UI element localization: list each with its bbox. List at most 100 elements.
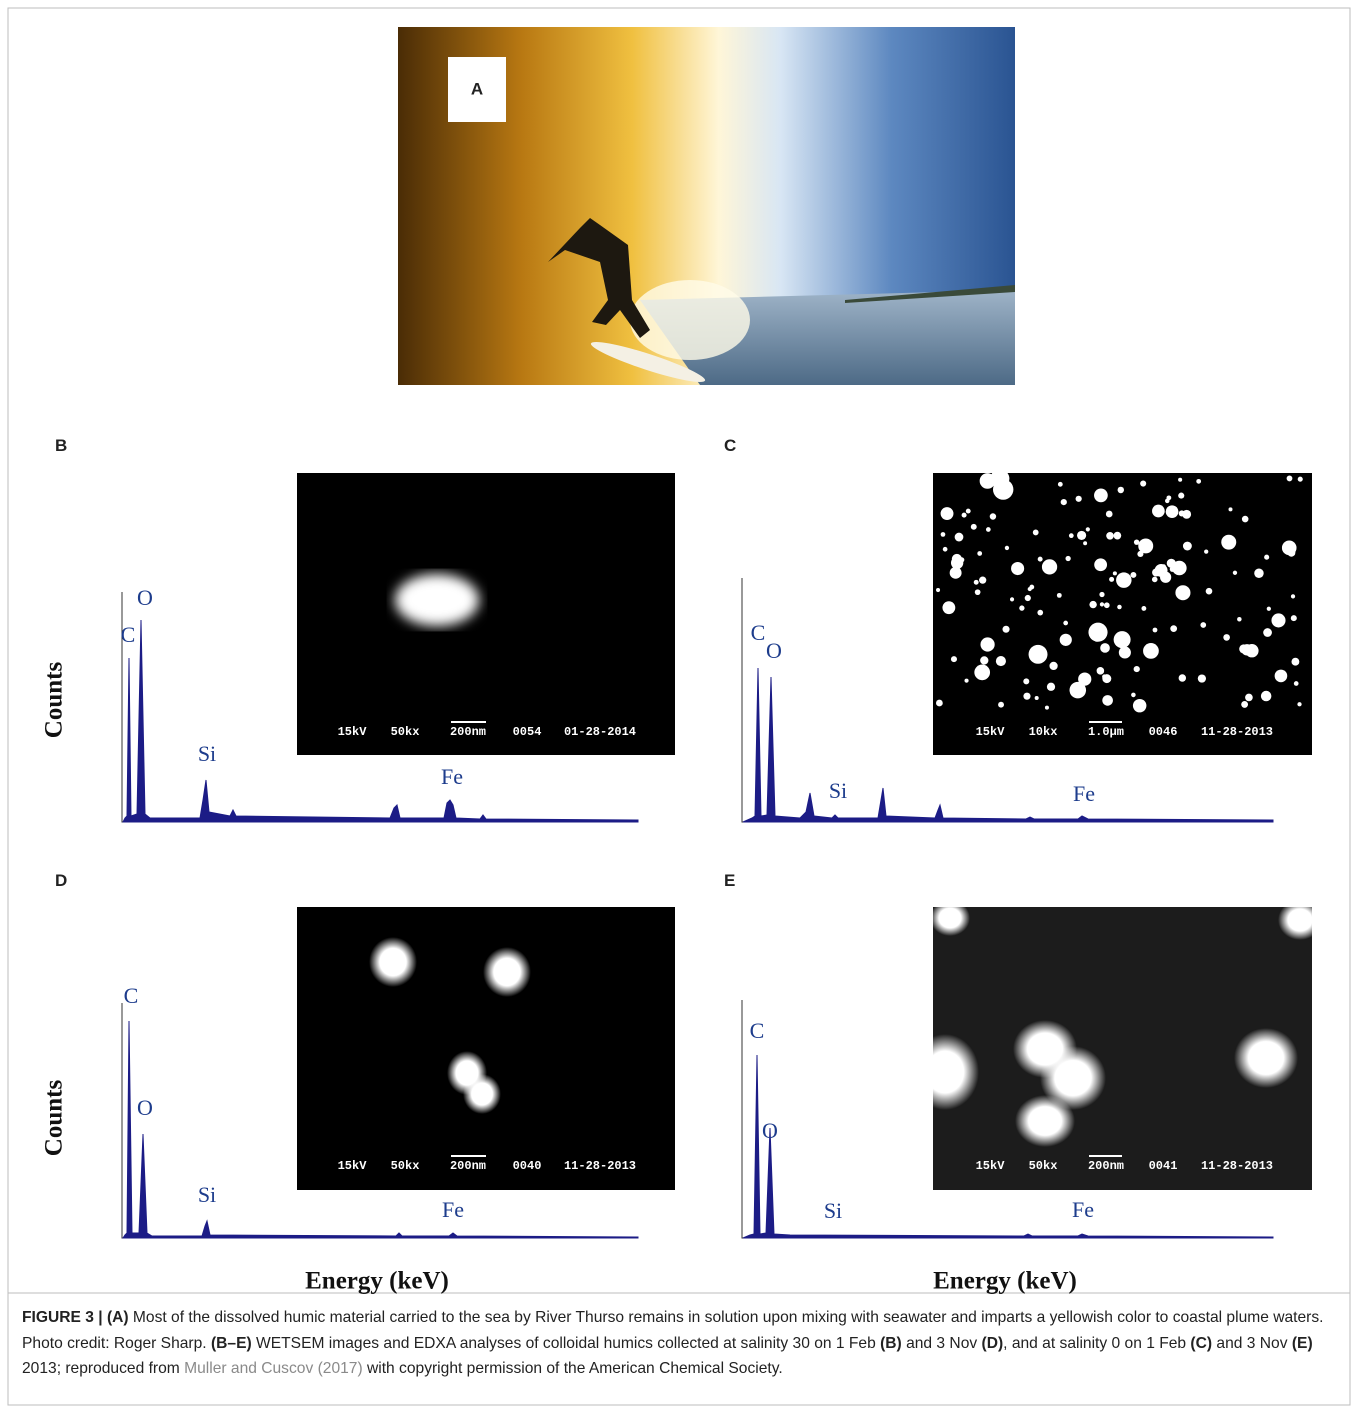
particle: [1049, 662, 1057, 670]
inset-caption: 11-28-2013: [564, 1159, 636, 1173]
x-axis-label: Energy (keV): [933, 1268, 1077, 1295]
particle: [1200, 622, 1206, 628]
particle: [1086, 527, 1090, 531]
particle: [977, 551, 982, 556]
particle: [1130, 572, 1136, 578]
particle: [943, 547, 948, 552]
photo-label: A: [471, 79, 483, 98]
particle: [980, 473, 996, 489]
caption-text: (B): [880, 1335, 902, 1352]
peak-label: C: [750, 1018, 765, 1043]
inset-caption: 0040: [513, 1159, 542, 1173]
micrograph: [933, 473, 1312, 755]
inset-caption: 50kx: [391, 725, 420, 739]
particle: [980, 637, 994, 651]
particle: [942, 601, 955, 614]
particle: [1263, 628, 1272, 637]
inset-caption: 0046: [1149, 725, 1178, 739]
caption-text: (B–E): [211, 1335, 252, 1352]
particle: [1089, 601, 1096, 608]
particle: [1045, 706, 1049, 710]
caption-text: WETSEM images and EDXA analyses of collo…: [252, 1335, 880, 1352]
particle: [1065, 556, 1070, 561]
particle: [1057, 593, 1062, 598]
particle: [974, 665, 990, 681]
particle: [1100, 643, 1110, 653]
particle: [1094, 637, 1099, 642]
particle: [1170, 566, 1175, 571]
particle: [1114, 631, 1131, 648]
particle: [1165, 499, 1169, 503]
particle: [1287, 476, 1293, 482]
inset-caption: 01-28-2014: [564, 725, 636, 739]
particle: [1106, 532, 1114, 540]
particle: [1131, 693, 1136, 698]
caption-text: (E): [1292, 1335, 1313, 1352]
particle: [1011, 562, 1024, 575]
panel: E C O Si Fe Energy (keV) 15kV 50kx 200nm…: [724, 871, 1322, 1295]
peak-label: Si: [198, 1182, 216, 1207]
particle: [1058, 482, 1063, 487]
particle: [1083, 541, 1087, 545]
particle: [1116, 572, 1131, 587]
particle: [1141, 606, 1146, 611]
y-axis-label: Counts: [41, 1080, 68, 1157]
inset-caption: 10kx: [1029, 725, 1058, 739]
particle: [1025, 595, 1031, 601]
particle: [1162, 564, 1166, 568]
caption-text: and 3 Nov: [1212, 1335, 1292, 1352]
particle: [952, 554, 962, 564]
caption-text: and 3 Nov: [902, 1335, 982, 1352]
inset-caption: 11-28-2013: [1201, 725, 1273, 739]
particle: [1223, 634, 1230, 641]
panel-label: C: [724, 436, 736, 455]
figure: A B Counts C O Si Fe 15kV 50kx 200nm 005…: [0, 0, 1358, 1413]
caption-text: FIGURE 3 | (A): [22, 1309, 129, 1326]
particle: [1241, 644, 1252, 655]
particle: [1028, 587, 1032, 591]
particle: [1160, 572, 1171, 583]
particle: [1119, 646, 1131, 658]
particle: [1134, 666, 1140, 672]
particle: [1042, 559, 1057, 574]
peak-label: O: [137, 1095, 153, 1120]
page: A B Counts C O Si Fe 15kV 50kx 200nm 005…: [0, 0, 1358, 1413]
particle: [996, 656, 1006, 666]
particle: [1221, 535, 1236, 550]
x-axis-label: Energy (keV): [305, 1268, 449, 1295]
inset-caption: 15kV: [976, 725, 1006, 739]
particle: [1063, 621, 1068, 626]
particle: [1261, 691, 1272, 702]
y-axis-label: Counts: [41, 662, 68, 739]
panel: B Counts C O Si Fe 15kV 50kx 200nm 0054 …: [41, 436, 675, 822]
particle: [1023, 693, 1030, 700]
particle: [1133, 699, 1146, 712]
caption-text: , and at salinity 0 on 1 Feb: [1003, 1335, 1190, 1352]
inset-caption: 0054: [513, 725, 542, 739]
peak-label: O: [762, 1118, 778, 1143]
particle: [975, 589, 981, 595]
particle: [1291, 594, 1295, 598]
particle: [1282, 541, 1297, 556]
inset-caption: 15kV: [976, 1159, 1006, 1173]
particle: [1047, 683, 1055, 691]
peak-label: Si: [824, 1198, 842, 1223]
particle: [1113, 571, 1117, 575]
peak-label: Si: [198, 741, 216, 766]
particle: [966, 509, 971, 514]
panel: D Counts C O Si Fe Energy (keV) 15kV 50k…: [41, 871, 675, 1295]
particle: [936, 700, 943, 707]
peak-label: Fe: [1073, 781, 1095, 806]
particle: [962, 513, 967, 518]
peak-label: Si: [829, 778, 847, 803]
particle: [1138, 538, 1153, 553]
particle: [1229, 507, 1233, 511]
particle: [1069, 533, 1074, 538]
micrograph: [297, 473, 675, 755]
citation-link[interactable]: Muller and Cuscov (2017): [184, 1360, 363, 1377]
panel: C C O Si Fe 15kV 10kx 1.0µm 0046 11-28-2…: [724, 436, 1312, 822]
particle: [936, 588, 940, 592]
particle: [1109, 577, 1114, 582]
inset-caption: 200nm: [1088, 1159, 1124, 1173]
particle: [986, 527, 991, 532]
